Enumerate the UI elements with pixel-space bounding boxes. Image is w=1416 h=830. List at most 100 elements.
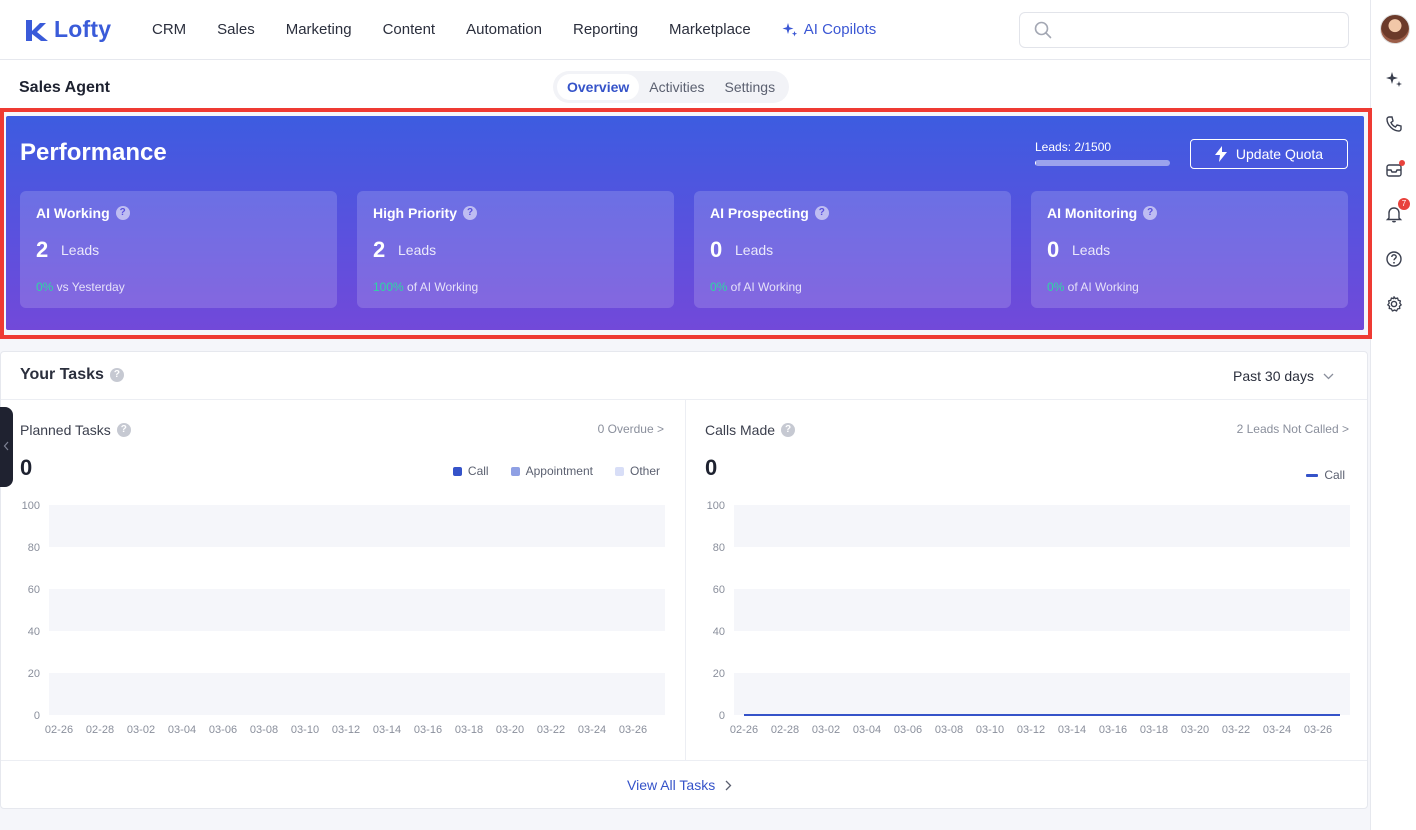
x-tick-label: 03-08 (935, 724, 963, 736)
nav-item-reporting[interactable]: Reporting (573, 21, 639, 38)
card-high-priority[interactable]: High Priority? 2 Leads 100% of AI Workin… (357, 191, 674, 308)
help-icon[interactable]: ? (116, 423, 131, 437)
gear-icon[interactable] (1385, 295, 1403, 313)
card-footnote: 0% vs Yesterday (36, 280, 125, 294)
top-navigation: Lofty CRM Sales Marketing Content Automa… (0, 0, 1370, 60)
nav-item-marketing[interactable]: Marketing (285, 21, 352, 38)
nav-item-automation[interactable]: Automation (466, 21, 542, 38)
card-count: 2 (36, 237, 49, 262)
help-icon[interactable]: ? (463, 206, 478, 220)
card-ai-prospecting[interactable]: AI Prospecting? 0 Leads 0% of AI Working (694, 191, 1011, 308)
search-icon (1034, 21, 1052, 39)
main-nav: CRM Sales Marketing Content Automation R… (152, 21, 907, 38)
calls-made-panel: Calls Made? 2 Leads Not Called > 0 Call … (686, 400, 1369, 760)
y-tick-label: 80 (28, 542, 40, 554)
view-all-tasks-link[interactable]: View All Tasks (627, 777, 732, 793)
x-tick-label: 03-24 (1263, 724, 1291, 736)
legend-item-call[interactable]: Call (1306, 468, 1345, 482)
card-count: 0 (710, 237, 723, 262)
tab-settings[interactable]: Settings (724, 79, 776, 95)
y-tick-label: 60 (713, 584, 725, 596)
lightning-icon (1214, 146, 1227, 162)
nav-item-ai-copilots[interactable]: AI Copilots (782, 21, 877, 38)
avatar[interactable] (1380, 14, 1410, 44)
x-tick-label: 02-28 (86, 724, 114, 736)
chevron-down-icon (1323, 373, 1334, 379)
card-title: AI Prospecting? (710, 205, 829, 221)
update-quota-button[interactable]: Update Quota (1190, 139, 1348, 169)
x-tick-label: 03-16 (1099, 724, 1127, 736)
x-tick-label: 03-04 (168, 724, 196, 736)
highlight-outline (0, 108, 1372, 339)
nav-item-marketplace[interactable]: Marketplace (669, 21, 751, 38)
card-unit: Leads (735, 242, 774, 258)
card-title-text: AI Working (36, 205, 110, 221)
help-icon[interactable]: ? (115, 206, 130, 220)
page-tabs: Overview Activities Settings (553, 71, 790, 103)
x-tick-label: 03-06 (209, 724, 237, 736)
card-title-text: AI Prospecting (710, 205, 809, 221)
nav-item-crm[interactable]: CRM (152, 21, 187, 38)
help-icon[interactable]: ? (781, 423, 796, 437)
help-icon[interactable] (1385, 250, 1403, 268)
leads-not-called-link[interactable]: 2 Leads Not Called > (1236, 422, 1349, 436)
x-tick-label: 03-24 (578, 724, 606, 736)
leads-quota-bar (1035, 160, 1170, 166)
legend-label: Other (629, 464, 660, 478)
help-icon[interactable]: ? (109, 368, 124, 382)
performance-panel: Performance Leads: 2/1500 Update Quota A… (6, 116, 1364, 330)
tasks-panel: Your Tasks? Past 30 days Planned Tasks? … (0, 351, 1368, 809)
date-range-value: Past 30 days (1233, 368, 1314, 384)
y-tick-label: 20 (28, 668, 40, 680)
nav-item-content[interactable]: Content (382, 21, 436, 38)
x-tick-label: 03-14 (1058, 724, 1086, 736)
sparkle-icon[interactable] (1385, 70, 1403, 88)
sparkle-icon (782, 22, 797, 36)
card-ai-monitoring[interactable]: AI Monitoring? 0 Leads 0% of AI Working (1031, 191, 1348, 308)
legend-item-other[interactable]: Other (614, 464, 660, 478)
side-panel-handle[interactable] (0, 407, 13, 487)
date-range-select[interactable]: Past 30 days (1233, 368, 1334, 384)
tab-activities[interactable]: Activities (649, 79, 705, 95)
nav-item-ai-copilots-label: AI Copilots (803, 21, 877, 38)
planned-tasks-title: Planned Tasks? (20, 422, 131, 438)
card-percent: 0% (36, 280, 54, 294)
search-input[interactable] (1060, 22, 1330, 38)
legend-item-call[interactable]: Call (452, 464, 489, 478)
inbox-badge (1399, 160, 1405, 166)
calls-made-chart: 0 20 40 60 80 100 02-26 02-28 03-02 03-04 03-06 03-… (707, 500, 1350, 736)
chevron-right-icon (725, 780, 732, 790)
nav-item-sales[interactable]: Sales (217, 21, 255, 38)
calls-made-total: 0 (705, 455, 718, 480)
grid-band (49, 589, 665, 631)
card-footnote-text: of AI Working (403, 280, 479, 294)
inbox-icon[interactable] (1385, 161, 1403, 179)
phone-icon[interactable] (1385, 115, 1403, 133)
grid-band (49, 505, 665, 547)
search-box[interactable] (1019, 12, 1349, 48)
y-tick-label: 40 (28, 626, 40, 638)
card-footnote: 0% of AI Working (710, 280, 802, 294)
card-title: High Priority? (373, 205, 478, 221)
lofty-logo[interactable]: Lofty (24, 16, 152, 43)
view-all-tasks-label: View All Tasks (627, 777, 716, 793)
legend-item-appointment[interactable]: Appointment (510, 464, 593, 478)
help-icon[interactable]: ? (814, 206, 829, 220)
overdue-link[interactable]: 0 Overdue > (597, 422, 664, 436)
card-unit: Leads (61, 242, 100, 258)
planned-tasks-total: 0 (20, 455, 33, 480)
card-footnote-text: of AI Working (727, 280, 802, 294)
help-icon[interactable]: ? (1143, 206, 1158, 220)
legend-label: Call (467, 464, 489, 478)
grid-band (49, 673, 665, 715)
legend-swatch (452, 466, 462, 476)
tab-overview[interactable]: Overview (557, 74, 640, 100)
y-tick-label: 80 (713, 542, 725, 554)
bell-icon[interactable] (1385, 205, 1403, 223)
legend-label: Call (1324, 468, 1345, 482)
calls-made-title: Calls Made? (705, 422, 796, 438)
panel-divider (685, 400, 686, 760)
legend-swatch (1306, 473, 1319, 477)
card-ai-working[interactable]: AI Working? 2 Leads 0% vs Yesterday (20, 191, 337, 308)
x-tick-label: 02-26 (730, 724, 758, 736)
